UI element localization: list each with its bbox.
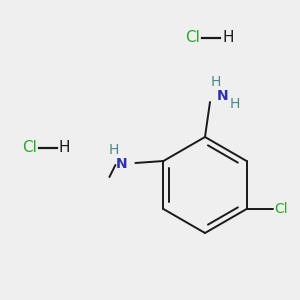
Text: H: H: [108, 143, 118, 157]
Text: N: N: [217, 89, 229, 103]
Text: Cl: Cl: [274, 202, 288, 216]
Text: N: N: [116, 157, 127, 171]
Text: H: H: [230, 97, 240, 111]
Text: H: H: [222, 31, 233, 46]
Text: H: H: [211, 75, 221, 89]
Text: H: H: [59, 140, 70, 155]
Text: Cl: Cl: [185, 31, 200, 46]
Text: Cl: Cl: [22, 140, 37, 155]
